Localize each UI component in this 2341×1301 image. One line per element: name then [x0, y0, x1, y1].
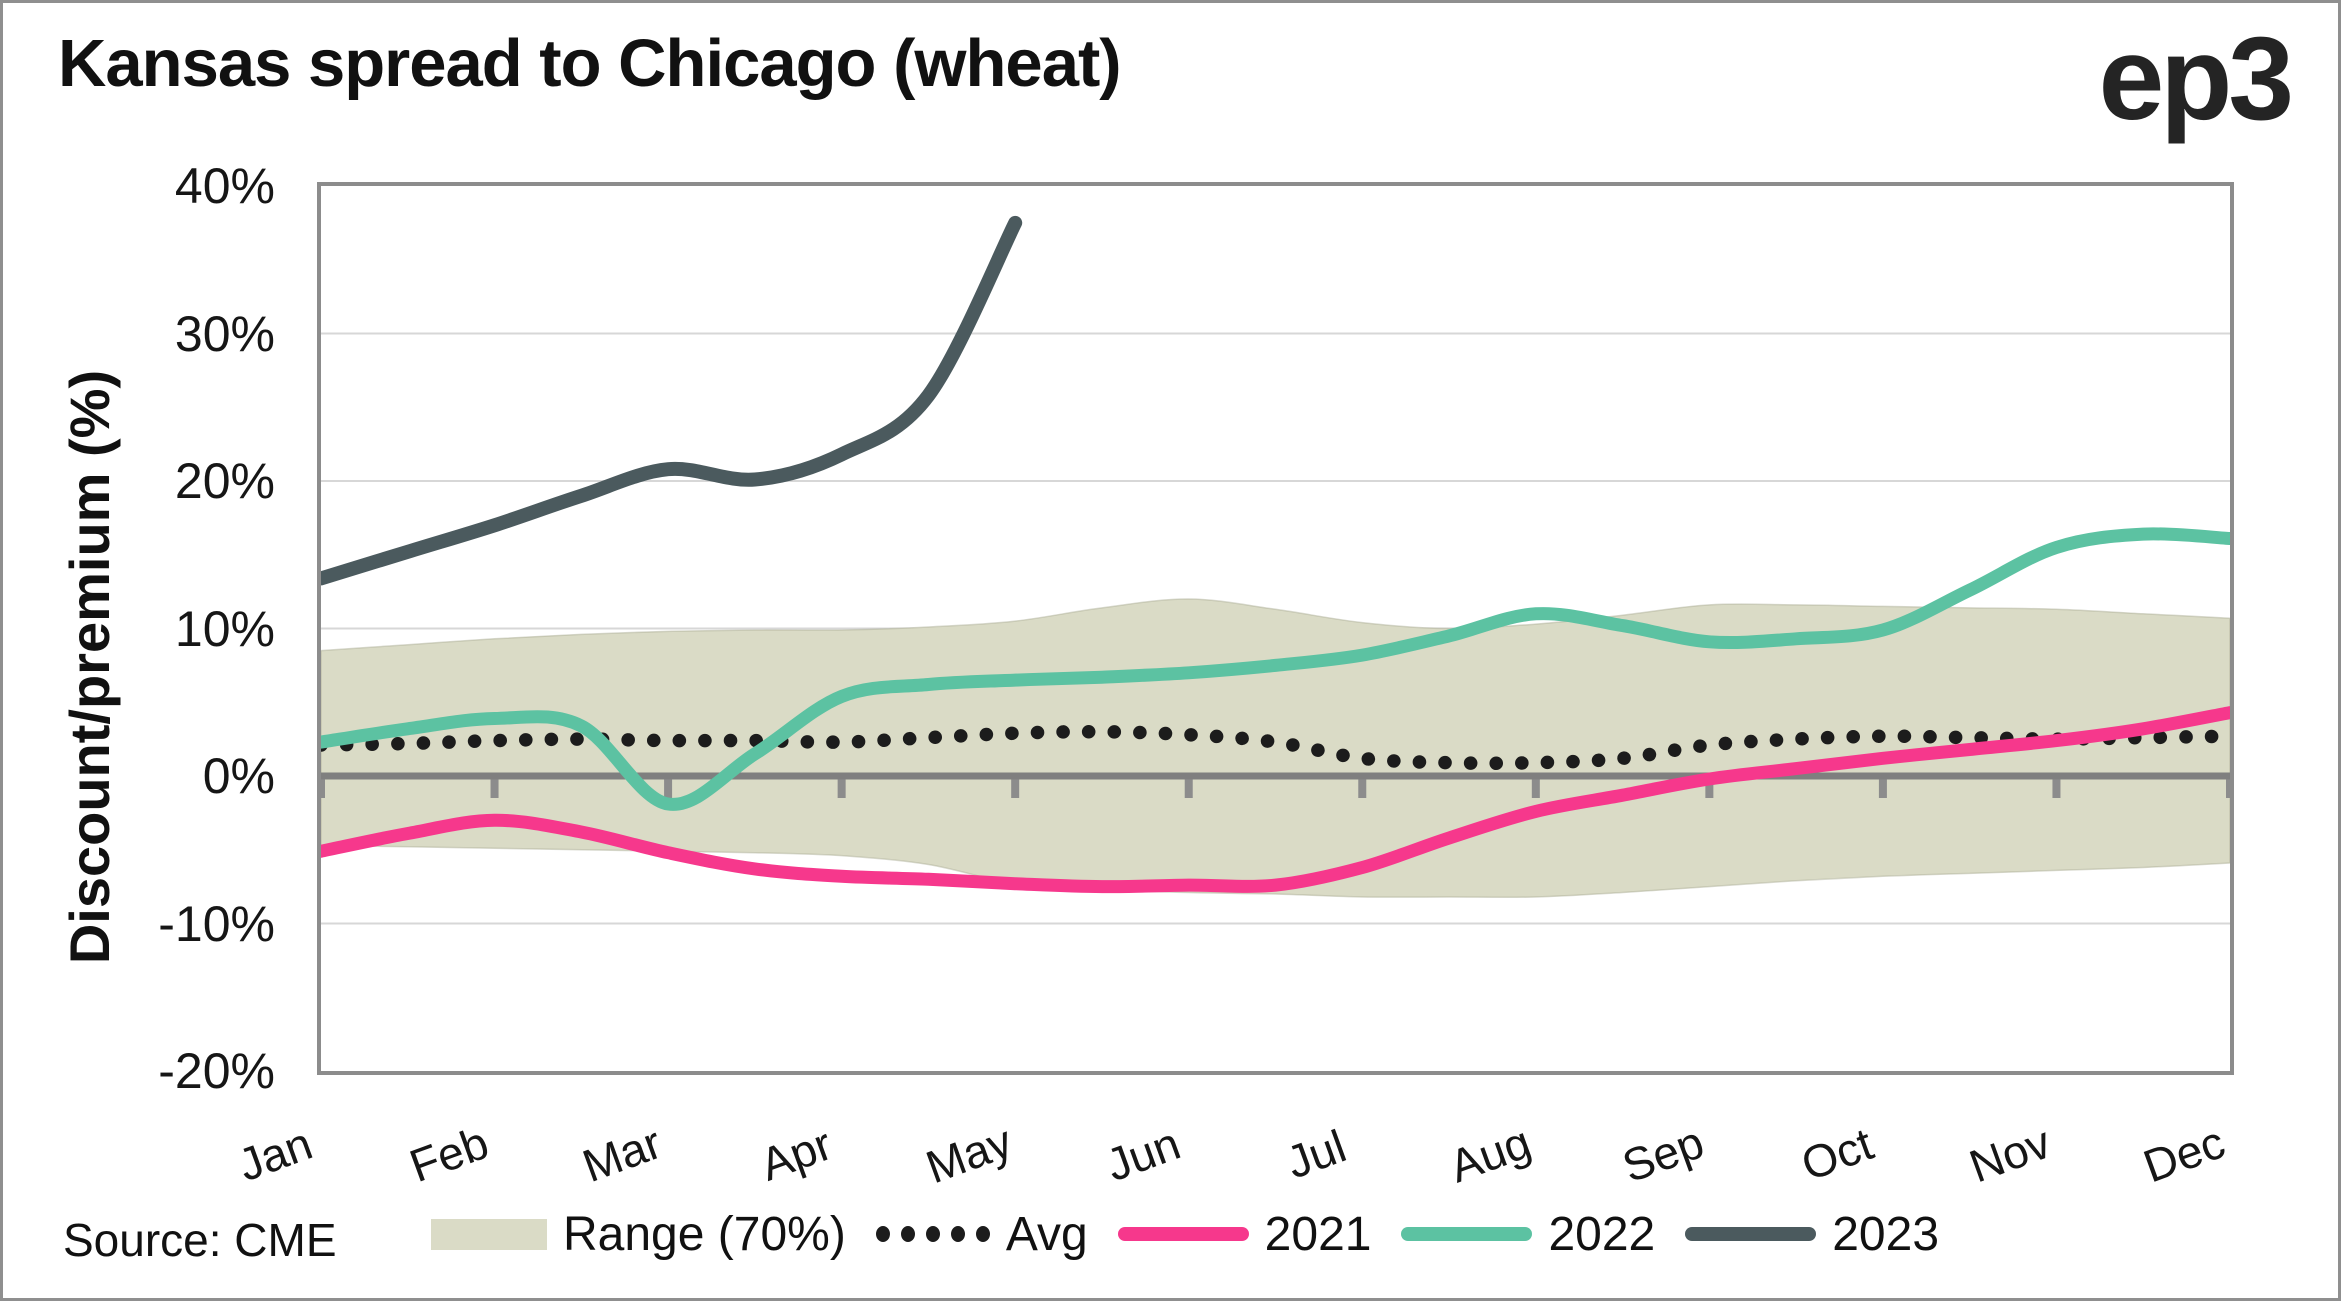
x-tick-label-jul: Jul — [1279, 1119, 1353, 1189]
x-tick-label-oct: Oct — [1794, 1117, 1880, 1191]
legend-label-range: Range (70%) — [563, 1207, 846, 1261]
series-line-2021 — [321, 706, 2230, 894]
y-tick-label-20%: 20% — [174, 453, 275, 509]
x-tick-apr — [837, 776, 846, 798]
x-tick-label-apr: Apr — [753, 1117, 839, 1191]
x-tick-jun — [1184, 776, 1193, 798]
legend-swatch-range-icon — [431, 1218, 547, 1250]
y-tick-label--10%: -10% — [158, 895, 275, 952]
legend-label-avg: Avg — [1005, 1207, 1088, 1261]
source-note: Source: CME — [63, 1214, 337, 1266]
y-tick-label-40%: 40% — [174, 158, 275, 214]
y-tick-label-30%: 30% — [174, 305, 275, 362]
x-tick-jan — [321, 776, 325, 798]
x-tick-aug — [1531, 776, 1540, 798]
x-tick-mar — [664, 776, 673, 798]
x-tick-label-jan: Jan — [231, 1116, 319, 1192]
plot-area — [317, 182, 2234, 1075]
legend-label-2021: 2021 — [1264, 1207, 1372, 1261]
x-tick-label-aug: Aug — [1442, 1115, 1538, 1193]
legend-swatch-avg-icon — [875, 1226, 990, 1242]
x-tick-feb — [490, 776, 499, 798]
y-tick-label--20%: -20% — [158, 1043, 275, 1099]
y-tick-label-10%: 10% — [174, 600, 275, 657]
x-tick-dec — [2226, 776, 2230, 798]
y-tick-label-0%: 0% — [202, 748, 275, 804]
x-tick-nov — [2052, 776, 2061, 798]
legend-swatch-2021-icon — [1117, 1227, 1249, 1241]
x-tick-label-feb: Feb — [402, 1116, 495, 1192]
x-tick-label-dec: Dec — [2136, 1115, 2232, 1193]
page-title: Kansas spread to Chicago (wheat) — [58, 26, 1122, 101]
series-line-2022 — [321, 527, 2230, 811]
x-tick-label-sep: Sep — [1615, 1115, 1711, 1193]
x-tick-may — [1011, 776, 1020, 798]
range-band — [321, 598, 2230, 899]
x-tick-sep — [1705, 776, 1714, 798]
x-tick-label-may: May — [919, 1114, 1019, 1194]
x-tick-label-jun: Jun — [1098, 1116, 1187, 1192]
legend-swatch-2022-icon — [1401, 1227, 1533, 1241]
x-tick-label-nov: Nov — [1963, 1115, 2058, 1193]
brand-logo: ep3 — [2098, 13, 2294, 145]
avg-line — [321, 724, 2230, 771]
x-tick-label-mar: Mar — [575, 1116, 669, 1192]
series-line-2023 — [321, 215, 1023, 586]
wheat-spread-chart — [321, 215, 2230, 925]
x-tick-jul — [1358, 776, 1367, 798]
x-tick-oct — [1878, 776, 1887, 798]
legend-swatch-2023-icon — [1685, 1227, 1817, 1241]
legend-label-2023: 2023 — [1832, 1207, 1940, 1261]
legend-label-2022: 2022 — [1548, 1207, 1656, 1261]
legend: Range (70%) Avg 2021 2022 2023 — [431, 1201, 1939, 1267]
